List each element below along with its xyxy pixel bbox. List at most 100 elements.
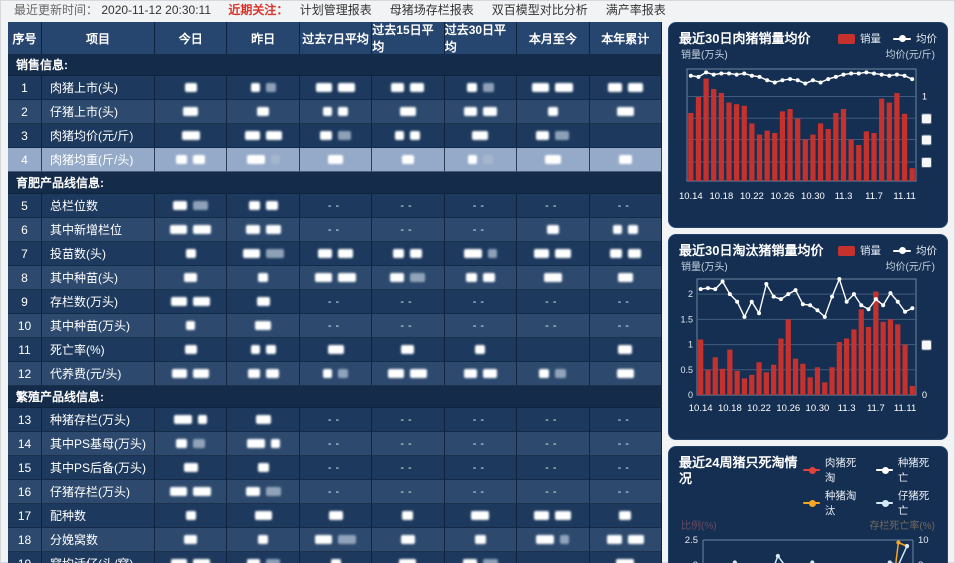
data-cell: -- xyxy=(517,408,590,432)
redacted-dashes: -- xyxy=(617,199,633,212)
data-cell: -- xyxy=(372,480,445,504)
redacted-value xyxy=(193,439,206,448)
row-label: 肉猪均价(元/斤) xyxy=(42,124,155,148)
table-row[interactable]: 4 肉猪均重(斤/头) xyxy=(8,148,662,172)
legend-item[interactable]: 种猪死亡 xyxy=(876,455,937,485)
redacted-value xyxy=(181,131,200,140)
data-cell xyxy=(227,432,300,456)
redacted-value xyxy=(270,439,280,448)
data-cell: -- xyxy=(372,194,445,218)
legend-item[interactable]: 均价 xyxy=(893,31,937,46)
legend-item[interactable]: 仔猪死亡 xyxy=(876,488,937,518)
table-row[interactable]: 2 仔猪上市(头) xyxy=(8,100,662,124)
table-row[interactable]: 5 总栏位数 -- -- -- -- -- xyxy=(8,194,662,218)
x-tick: 10.18 xyxy=(718,403,742,414)
table-row[interactable]: 14 其中PS基母(万头) -- -- -- -- -- xyxy=(8,432,662,456)
table-row[interactable]: 12 代养费(元/头) xyxy=(8,362,662,386)
legend-item[interactable]: 销量 xyxy=(838,243,881,258)
table-row[interactable]: 16 仔猪存栏(万头) -- -- -- -- -- xyxy=(8,480,662,504)
redacted-value xyxy=(467,155,477,164)
redacted-value xyxy=(185,511,196,520)
data-cell xyxy=(227,76,300,100)
redacted-value xyxy=(462,559,477,563)
data-cell xyxy=(372,148,445,172)
y-tick: 1.5 xyxy=(680,314,693,324)
report-link[interactable]: 双百模型对比分析 xyxy=(491,3,588,17)
x-tick: 11.3 xyxy=(838,403,856,414)
data-cell xyxy=(372,552,445,563)
pig-sales-chart[interactable]: 1 10.14 10.18 10.22 10.26 10.30 11.3 11.7 11.11 xyxy=(679,63,939,213)
report-link[interactable]: 满产率报表 xyxy=(605,3,666,17)
redacted-value xyxy=(245,487,260,496)
table-row[interactable]: 6 其中新增栏位 -- -- -- xyxy=(8,218,662,242)
death-cull-chart[interactable]: 2.521.510.5108642 xyxy=(679,534,939,563)
data-cell xyxy=(444,266,518,290)
redacted-value xyxy=(338,249,354,258)
redacted-value xyxy=(328,511,343,520)
table-row[interactable]: 11 死亡率(%) xyxy=(8,338,662,362)
redacted-value xyxy=(193,201,209,210)
data-cell xyxy=(589,148,662,172)
redacted-value xyxy=(410,131,421,140)
redacted-value xyxy=(173,201,188,210)
data-cell: -- xyxy=(299,194,373,218)
redacted-value xyxy=(472,131,489,140)
redacted-value xyxy=(482,83,494,92)
charts-column: 最近30日肉猪销量均价 销量 均价 销量(万头) 均价(元/斤) 1 10.14 10.18 1… xyxy=(668,22,948,563)
data-cell xyxy=(227,242,300,266)
redacted-value xyxy=(318,249,333,258)
redacted-value xyxy=(255,415,271,424)
redacted-value xyxy=(482,155,493,164)
report-links: 计划管理报表 母猪场存栏报表 双百模型对比分析 满产率报表 xyxy=(300,3,684,17)
redacted-value xyxy=(609,249,622,258)
report-link[interactable]: 母猪场存栏报表 xyxy=(389,3,474,17)
redacted-value xyxy=(471,511,490,520)
table-row[interactable]: 10 其中种苗(万头) -- -- -- -- -- xyxy=(8,314,662,338)
redacted-value xyxy=(265,249,284,258)
data-cell xyxy=(227,408,300,432)
legend-item[interactable]: 销量 xyxy=(838,31,881,46)
y-tick: 8 xyxy=(918,560,923,563)
row-index: 4 xyxy=(8,148,42,172)
table-row[interactable]: 3 肉猪均价(元/斤) xyxy=(8,124,662,148)
redacted-value xyxy=(627,535,644,544)
legend-item[interactable]: 种猪淘汰 xyxy=(803,488,864,518)
line-dot-icon xyxy=(899,35,906,42)
table-row[interactable]: 15 其中PS后备(万头) -- -- -- -- -- xyxy=(8,456,662,480)
row-index: 6 xyxy=(8,218,42,242)
x-tick: 10.18 xyxy=(709,191,733,202)
row-label: 种猪存栏(万头) xyxy=(42,408,155,432)
data-cell xyxy=(227,266,300,290)
table-row[interactable]: 17 配种数 xyxy=(8,504,662,528)
table-row[interactable]: 7 投苗数(头) xyxy=(8,242,662,266)
redacted-value xyxy=(338,107,349,116)
data-cell xyxy=(227,504,300,528)
redacted-dashes: -- xyxy=(327,437,344,450)
table-row[interactable]: 13 种猪存栏(万头) -- -- -- -- -- xyxy=(8,408,662,432)
legend-item[interactable]: 肉猪死淘 xyxy=(803,455,864,485)
axis-labels: 比例(%) 存栏死亡率(%) xyxy=(679,520,937,534)
redacted-dashes: -- xyxy=(472,223,489,236)
x-tick: 11.7 xyxy=(867,403,885,414)
table-row[interactable]: 18 分娩窝数 xyxy=(8,528,662,552)
data-cell: -- xyxy=(589,314,662,338)
cull-sales-chart[interactable]: 0 0.5 1 1.5 2 0 10.14 10.18 10.22 10.26 10.30 11.3 1… xyxy=(679,275,939,425)
row-index: 2 xyxy=(8,100,42,124)
data-cell xyxy=(155,408,228,432)
table-row[interactable]: 1 肉猪上市(头) xyxy=(8,76,662,100)
report-link[interactable]: 计划管理报表 xyxy=(299,3,372,17)
redacted-value xyxy=(463,249,482,258)
redacted-value xyxy=(265,201,278,210)
data-cell xyxy=(155,266,228,290)
table-row[interactable]: 9 存栏数(万头) -- -- -- -- -- xyxy=(8,290,662,314)
redacted-dashes: -- xyxy=(545,199,561,212)
redacted-dashes: -- xyxy=(617,413,633,426)
table-row[interactable]: 19窝均活仔(头/窝) xyxy=(8,552,662,563)
data-cell: -- xyxy=(299,432,373,456)
data-cell xyxy=(299,76,373,100)
legend-item[interactable]: 均价 xyxy=(893,243,937,258)
table-row[interactable]: 8 其中种苗(头) xyxy=(8,266,662,290)
data-cell xyxy=(444,148,518,172)
redacted-dashes: -- xyxy=(327,485,344,498)
